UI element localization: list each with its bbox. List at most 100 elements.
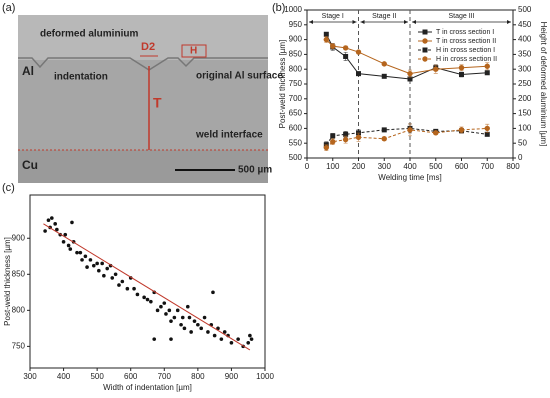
marker — [422, 56, 428, 62]
marker — [343, 131, 349, 137]
point — [145, 297, 150, 302]
label: Cu — [22, 158, 38, 172]
y-tick-label: 900 — [12, 233, 26, 242]
point — [125, 286, 130, 291]
point — [63, 232, 68, 237]
marker — [422, 47, 428, 53]
point — [155, 308, 160, 313]
point — [219, 337, 224, 341]
point — [199, 326, 204, 331]
x-tick-label: 700 — [158, 372, 172, 381]
point — [164, 312, 168, 316]
point — [192, 319, 197, 323]
point — [159, 304, 163, 309]
label: H — [190, 46, 197, 57]
point — [110, 276, 115, 280]
label: weld interface — [195, 130, 263, 141]
x-tick-label: 400 — [57, 372, 71, 381]
x-tick-label: 500 — [90, 372, 104, 381]
y-tick-label: 950 — [289, 20, 303, 29]
point — [97, 268, 101, 273]
y2-tick-label: 50 — [518, 138, 527, 147]
y2-tick-label: 100 — [518, 124, 532, 133]
legend-label: T in cross section I — [436, 29, 494, 36]
legend-label: H in cross section I — [436, 47, 495, 54]
y2-tick-label: 300 — [518, 64, 532, 73]
point — [100, 261, 104, 266]
point — [222, 330, 227, 334]
marker — [330, 139, 336, 145]
point — [95, 261, 99, 266]
marker — [323, 36, 330, 43]
y-tick-label: 650 — [289, 109, 303, 118]
y2-tick-label: 200 — [518, 94, 532, 103]
marker — [381, 73, 387, 79]
point — [182, 326, 187, 331]
marker — [381, 61, 387, 67]
point — [80, 258, 84, 262]
point — [75, 250, 79, 255]
marker — [484, 70, 490, 76]
marker — [330, 133, 336, 139]
marker — [342, 136, 349, 143]
label: T — [153, 95, 162, 111]
point — [206, 330, 210, 334]
x-tick-label: 0 — [305, 162, 310, 171]
label: 500 µm — [238, 165, 272, 176]
micrograph: deformed aluminium D2 H Al indentation o… — [18, 15, 283, 183]
marker — [356, 71, 361, 77]
image-top — [18, 15, 268, 60]
point — [70, 220, 74, 225]
point — [169, 337, 173, 341]
y2-tick-label: 0 — [518, 153, 523, 162]
panel-label: (a) — [2, 2, 15, 14]
point — [117, 283, 121, 287]
point — [43, 229, 47, 233]
y-tick-label: 800 — [12, 305, 26, 314]
point — [216, 326, 220, 331]
stage-label: Stage III — [448, 13, 474, 20]
x-tick-label: 900 — [225, 372, 239, 381]
panel-label: (b) — [272, 2, 285, 14]
y-tick-label: 900 — [289, 35, 303, 44]
y-tick-label: 600 — [289, 124, 303, 133]
label: deformed aluminium — [40, 29, 138, 40]
y-tick-label: 500 — [289, 153, 303, 162]
y2-tick-label: 400 — [518, 35, 532, 44]
marker — [484, 63, 490, 69]
point — [46, 218, 51, 223]
marker — [343, 53, 349, 59]
point — [88, 258, 93, 262]
marker — [422, 38, 428, 44]
marker — [323, 31, 329, 37]
y-tick-label: 850 — [12, 269, 26, 278]
x-tick-label: 800 — [191, 372, 205, 381]
point — [187, 315, 192, 320]
point — [149, 299, 153, 304]
point — [202, 315, 207, 320]
point — [169, 319, 173, 323]
x-tick-label: 800 — [506, 162, 520, 171]
point — [120, 279, 125, 284]
y2-tick-label: 450 — [518, 20, 532, 29]
point — [78, 250, 83, 255]
point — [172, 315, 177, 320]
stage-label: Stage II — [372, 13, 396, 20]
marker — [342, 45, 349, 51]
y2-axis-label: Height of deformed aluminium [µm] — [539, 22, 548, 147]
y-tick-label: 800 — [289, 64, 303, 73]
label: D2 — [141, 41, 155, 53]
marker — [433, 66, 439, 72]
marker — [381, 136, 387, 142]
marker — [422, 29, 428, 35]
marker — [330, 43, 336, 49]
y-axis-label: Post-weld thickness [µm] — [278, 40, 287, 129]
x-tick-label: 600 — [124, 372, 138, 381]
point — [249, 337, 254, 341]
point — [68, 247, 73, 251]
point — [185, 304, 190, 309]
point — [66, 243, 71, 248]
y-tick-label: 550 — [289, 138, 303, 147]
point — [113, 272, 118, 277]
